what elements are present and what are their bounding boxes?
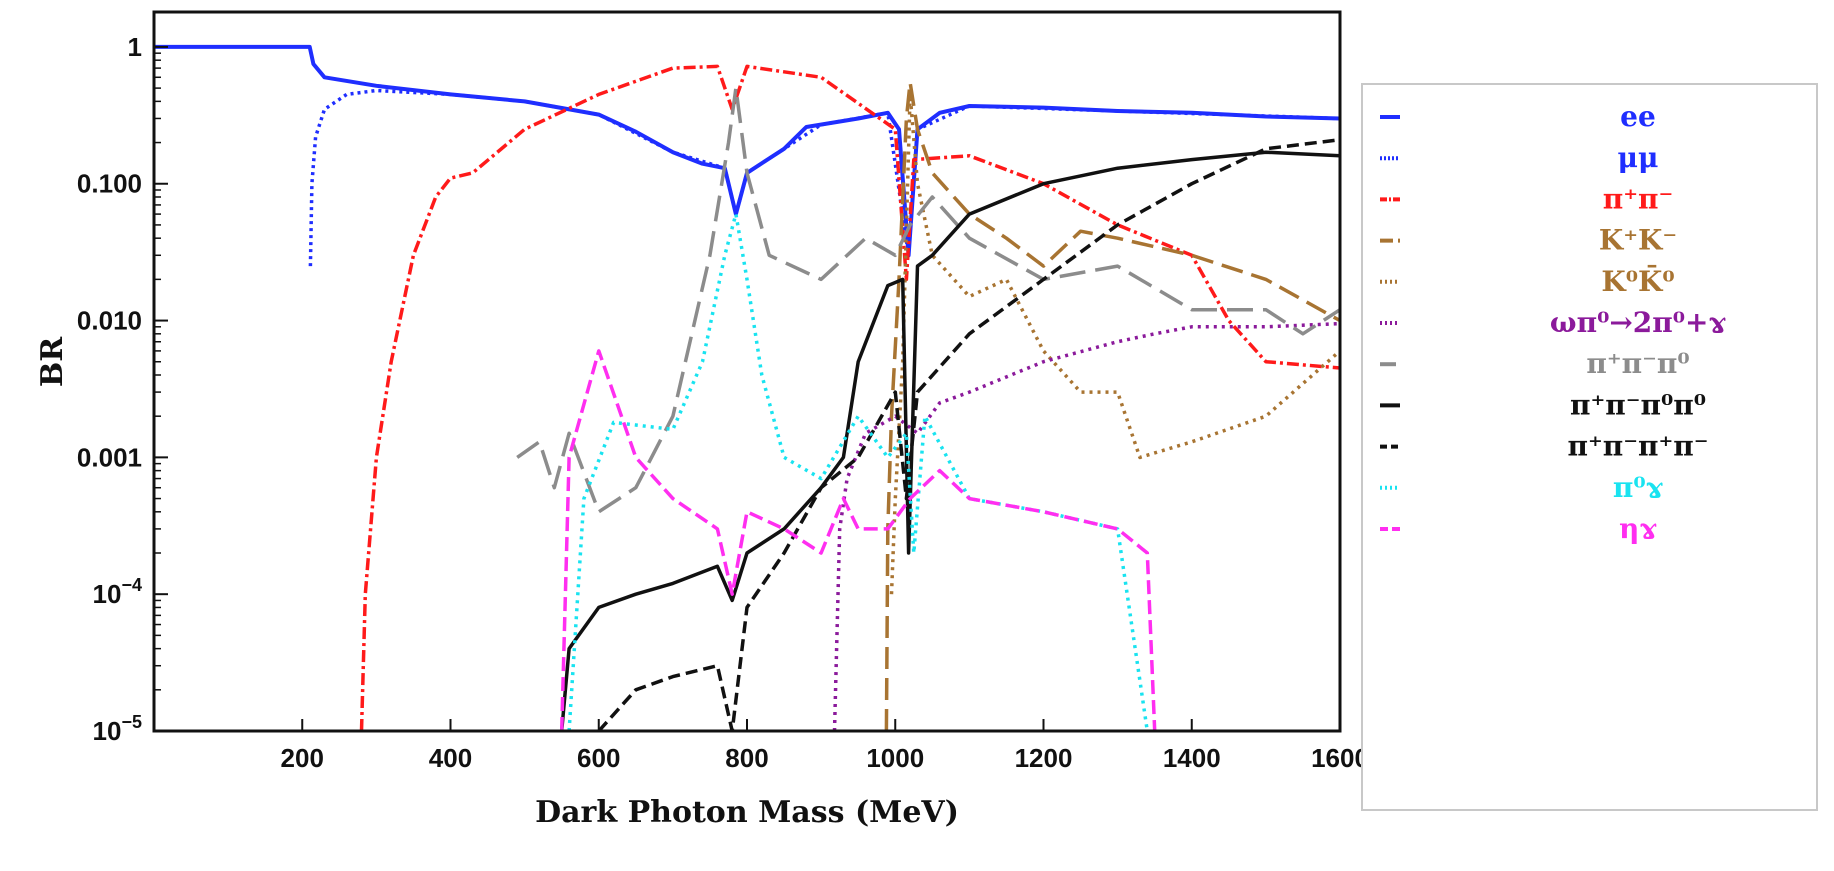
series-line-10 (559, 349, 1157, 731)
y-tick-label-base: 0.001 (77, 442, 142, 472)
y-tick-label: 0.100 (77, 169, 142, 199)
legend-box (1361, 83, 1818, 811)
y-tick-label-base: 1 (128, 32, 142, 62)
series-line-9 (567, 212, 1150, 731)
legend-label-7: π⁺π⁻π⁰π⁰ (1570, 388, 1706, 421)
legend-label-1: μμ (1618, 141, 1659, 174)
legend-label-3: K⁺K⁻ (1599, 224, 1677, 257)
series-line-8 (597, 137, 1340, 731)
legend-label-8: π⁺π⁻π⁺π⁻ (1567, 430, 1708, 463)
y-tick-label: 10−5 (93, 712, 142, 746)
x-tick-label: 1600 (1311, 743, 1369, 773)
y-tick-label: 10−4 (93, 575, 142, 609)
legend-label-4: K⁰K̄⁰ (1601, 264, 1674, 298)
series-line-3 (884, 80, 1340, 731)
y-tick-label-base: 0.010 (77, 306, 142, 336)
legend-label-0: ee (1620, 100, 1656, 133)
y-tick-label-base: 0.100 (77, 169, 142, 199)
series-line-6 (516, 86, 1340, 514)
y-tick-label-exponent: −4 (121, 575, 142, 595)
x-tick-label: 1000 (866, 743, 924, 773)
x-tick-label: 600 (577, 743, 620, 773)
legend-label-10: ηɤ (1619, 512, 1657, 545)
y-tick-label: 0.001 (77, 442, 142, 472)
legend-label-6: π⁺π⁻π⁰ (1586, 347, 1689, 380)
y-tick-label-base: 10 (93, 716, 122, 746)
series-line-0 (154, 44, 1340, 258)
legend: ee μμ π⁺π⁻ K⁺K⁻ K⁰K̄⁰ ωπ⁰→2π⁰+ɤ π⁺π⁻π⁰ π⁺π⁻π⁰π⁰… (1361, 83, 1818, 811)
legend-label-2: π⁺π⁻ (1603, 182, 1674, 215)
series-line-7 (559, 150, 1340, 731)
x-tick-label: 800 (725, 743, 768, 773)
legend-label-5: ωπ⁰→2π⁰+ɤ (1550, 306, 1726, 339)
legend-label-9: π⁰ɤ (1613, 471, 1663, 504)
y-tick-label: 1 (128, 32, 142, 62)
y-tick-label: 0.010 (77, 306, 142, 336)
y-axis-title: BR (35, 336, 70, 387)
series-line-5 (832, 321, 1340, 731)
x-tick-label: 400 (429, 743, 472, 773)
x-axis-title: Dark Photon Mass (MeV) (535, 795, 959, 830)
series-line-4 (889, 92, 1340, 595)
y-tick-label-exponent: −5 (121, 712, 142, 732)
plot-frame (152, 10, 1342, 733)
series-line-1 (308, 88, 1340, 267)
y-tick-label-base: 10 (93, 579, 122, 609)
x-tick-label: 200 (281, 743, 324, 773)
x-tick-label: 1200 (1015, 743, 1073, 773)
series-line-2 (359, 64, 1340, 731)
x-tick-label: 1400 (1163, 743, 1221, 773)
